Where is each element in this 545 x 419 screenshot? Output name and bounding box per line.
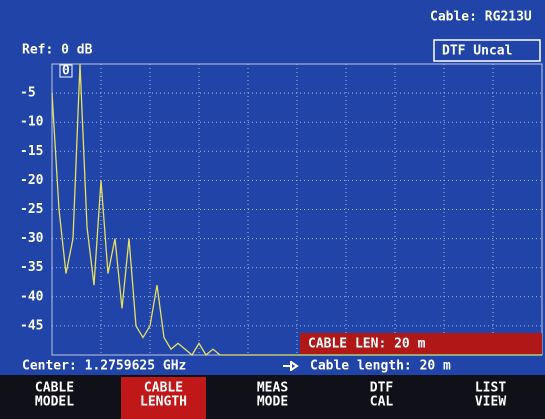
- softkey-label: CABLE: [144, 381, 183, 396]
- y-tick-label: -40: [20, 289, 44, 304]
- y-tick-label: -20: [20, 173, 44, 188]
- trace: [51, 63, 542, 356]
- softkey-label: MODEL: [35, 395, 74, 410]
- y-tick-label: -10: [20, 115, 44, 130]
- input-box: [300, 333, 542, 354]
- softkey-label: LIST: [475, 381, 506, 396]
- softkey-label: MEAS: [257, 381, 288, 396]
- marker-label: 0: [62, 64, 70, 79]
- softkey-label: MODE: [257, 395, 288, 410]
- y-tick-label: -35: [20, 260, 43, 275]
- y-tick-label: -45: [20, 318, 43, 333]
- softkey-active: [121, 377, 206, 419]
- cable-type: Cable: RG213U: [430, 10, 532, 25]
- input-box-text: CABLE LEN: 20 m: [308, 337, 426, 352]
- softkey-label: DTF: [370, 381, 394, 396]
- status: DTF Uncal: [442, 44, 512, 59]
- ref-level: Ref: 0 dB: [22, 43, 93, 58]
- softkey-label: CAL: [370, 395, 394, 410]
- softkey-label: VIEW: [475, 395, 506, 410]
- y-tick-label: -25: [20, 202, 43, 217]
- cable-length: Cable length: 20 m: [310, 359, 451, 374]
- softkey-bar: [0, 375, 545, 419]
- connector-icon: [283, 361, 299, 371]
- softkey-label: LENGTH: [140, 395, 187, 410]
- y-tick-label: -5: [20, 86, 36, 101]
- softkey-label: CABLE: [35, 381, 74, 396]
- y-tick-label: -30: [20, 231, 44, 246]
- center-freq: Center: 1.2759625 GHz: [22, 359, 186, 374]
- y-tick-label: -15: [20, 144, 43, 159]
- status-box: [433, 39, 541, 62]
- marker-box: [59, 64, 73, 78]
